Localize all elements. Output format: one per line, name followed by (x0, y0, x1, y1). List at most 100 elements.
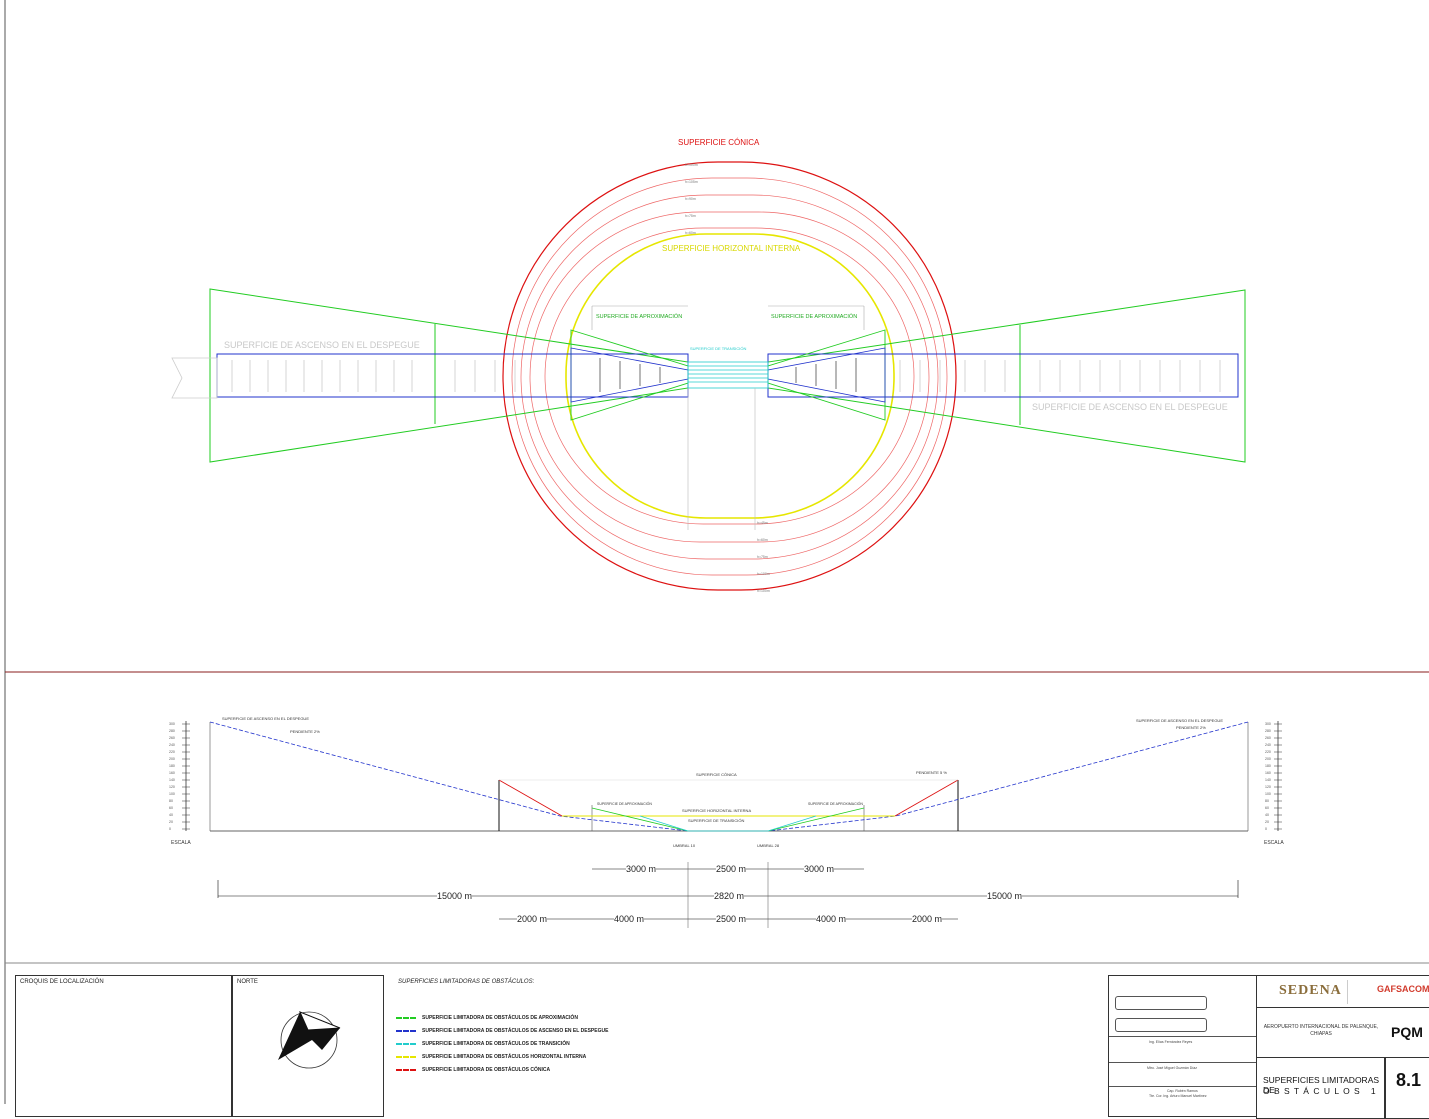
profile-slope-left: PENDIENTE 2% (290, 729, 320, 734)
conic-ring-1 (544, 227, 915, 525)
dim-label: 2820 m (714, 891, 745, 901)
logo-box: SEDENA GAFSACOMM (1256, 975, 1429, 1009)
plan-conic-title: SUPERFICIE CÓNICA (678, 138, 760, 147)
profile-slope-right: PENDIENTE 2% (1176, 725, 1206, 730)
legend-swatch (396, 1017, 416, 1019)
scale-value: 260 (1265, 736, 1271, 740)
scale-value: 80 (1265, 799, 1269, 803)
scale-value: 300 (1265, 722, 1271, 726)
scale-value: 140 (1265, 778, 1271, 782)
project-box: AEROPUERTO INTERNACIONAL DE PALENQUE, CH… (1256, 1007, 1429, 1059)
scale-value: 0 (1265, 827, 1267, 831)
north-arrow-icon (278, 1011, 341, 1069)
legend-label: SUPERFICIE LIMITADORA DE OBSTÁCULOS DE A… (422, 1028, 609, 1034)
approach-hatching (599, 358, 857, 392)
profile-transition (639, 815, 817, 832)
scale-value: 40 (169, 813, 173, 817)
profile-scale-left-label: ESCALA (171, 840, 191, 846)
north-title: NORTE (237, 979, 258, 985)
sheet-number-box: 8.1 (1385, 1057, 1429, 1119)
scale-value: 20 (169, 820, 173, 824)
dim-label: 3000 m (626, 864, 657, 874)
scale-value: 100 (169, 792, 175, 796)
profile-conic-label: SUPERFICIE CÓNICA (696, 772, 737, 777)
takeoff-band-right (767, 353, 1239, 398)
ring-label: h=60m (757, 538, 768, 542)
plan-transition-label: SUPERFICIE DE TRANSICIÓN (690, 346, 747, 351)
north-box: NORTE (232, 975, 384, 1117)
profile-takeoff-left-label: SUPERFICIE DE ASCENSO EN EL DESPEGUE (222, 716, 309, 721)
scale-value: 0 (169, 827, 171, 831)
profile-approach-left (591, 807, 689, 832)
takeoff-band-left (216, 353, 689, 398)
scale-value: 100 (1265, 792, 1271, 796)
profile-slope-conic: PENDIENTE 5 % (916, 770, 947, 775)
scale-value: 180 (169, 764, 175, 768)
dim-label: 15000 m (987, 891, 1023, 901)
legend-label: SUPERFICIE LIMITADORA DE OBSTÁCULOS HORI… (422, 1054, 587, 1060)
scale-ticks (182, 723, 1282, 830)
profile-conic-right (894, 779, 959, 817)
plan-takeoff-right-label: SUPERFICIE DE ASCENSO EN EL DESPEGUE (1032, 402, 1228, 412)
info-field (1115, 996, 1207, 1010)
dim-label: 4000 m (816, 914, 847, 924)
legend-item: SUPERFICIE LIMITADORA DE OBSTÁCULOS HORI… (396, 1054, 586, 1060)
legend-swatch (396, 1043, 416, 1045)
scale-value: 200 (169, 757, 175, 761)
info-name: Cap. Rubén Ramos (1167, 1089, 1198, 1093)
transition-strip (687, 361, 769, 389)
info-field (1115, 1018, 1207, 1032)
ring-label: h=45m (757, 521, 768, 525)
legend-label: SUPERFICIE LIMITADORA DE OBSTÁCULOS CÓNI… (422, 1067, 551, 1073)
sheet-title-line-2: O B S T Á C U L O S 1 (1263, 1086, 1377, 1096)
scale-value: 220 (169, 750, 175, 754)
gafsacomm-wordmark: GAFSACOMM (1377, 984, 1429, 994)
location-title: CROQUIS DE LOCALIZACIÓN (20, 979, 104, 985)
scale-values-right: 300 280 260 240 220 200 180 160 140 120 … (1265, 721, 1271, 833)
scale-value: 240 (1265, 743, 1271, 747)
plan-horizontal-title: SUPERFICIE HORIZONTAL INTERNA (662, 244, 801, 253)
profile-threshold-left: UMBRAL 10 (673, 843, 696, 848)
info-name: Ing. Elías Fernández Reyes (1149, 1040, 1193, 1044)
profile-takeoff-right-label: SUPERFICIE DE ASCENSO EN EL DESPEGUE (1136, 718, 1223, 723)
location-box: CROQUIS DE LOCALIZACIÓN (15, 975, 232, 1117)
dim-label: 3000 m (804, 864, 835, 874)
legend-item: SUPERFICIE LIMITADORA DE OBSTÁCULOS DE A… (396, 1015, 578, 1021)
profile-horizontal-label: SUPERFICIE HORIZONTAL INTERNA (682, 808, 752, 813)
profile-approach-right (767, 807, 865, 832)
approach-inner-left (570, 347, 689, 403)
scale-value: 300 (169, 722, 175, 726)
sheet-title-box: SUPERFICIES LIMITADORAS DE O B S T Á C U… (1256, 1057, 1385, 1119)
legend-swatch (396, 1030, 416, 1032)
sheet-number: 8.1 (1396, 1070, 1422, 1090)
scale-value: 280 (1265, 729, 1271, 733)
approach-inner-right (767, 347, 886, 403)
conic-ring-2 (529, 211, 930, 543)
info-column: Ing. Elías Fernández Reyes Mtro. José Mi… (1108, 975, 1258, 1117)
legend-box: SUPERFICIES LIMITADORAS DE OBSTÁCULOS: (386, 975, 1106, 1115)
project-name: AEROPUERTO INTERNACIONAL DE PALENQUE, CH… (1263, 1024, 1379, 1037)
legend-title: SUPERFICIES LIMITADORAS DE OBSTÁCULOS: (398, 979, 535, 985)
plan-ring-labels-bottom: h=45m h=60m h=75m h=100m h=100m (757, 515, 770, 600)
ring-label: h=60m (685, 231, 696, 235)
ring-label: h=100m (685, 163, 698, 167)
scale-value: 280 (169, 729, 175, 733)
legend-swatch (396, 1056, 416, 1058)
dim-label: 2500 m (716, 914, 747, 924)
scale-value: 200 (1265, 757, 1271, 761)
scale-value: 120 (1265, 785, 1271, 789)
ring-label: h=100m (757, 572, 770, 576)
sedena-wordmark: SEDENA (1279, 983, 1342, 998)
profile-scale-right-label: ESCALA (1264, 840, 1284, 846)
plan-approach-right-label: SUPERFICIE DE APROXIMACIÓN (771, 314, 858, 320)
scale-value: 80 (169, 799, 173, 803)
scale-value: 180 (1265, 764, 1271, 768)
takeoff-band-ticks (231, 360, 1221, 392)
plan-approach-left-label: SUPERFICIE DE APROXIMACIÓN (596, 314, 683, 320)
profile-transition-label: SUPERFICIE DE TRANSICIÓN (688, 818, 745, 823)
profile-takeoff-left (209, 721, 689, 832)
dim-label: 2000 m (912, 914, 943, 924)
dim-label: 2500 m (716, 864, 747, 874)
scale-value: 120 (169, 785, 175, 789)
